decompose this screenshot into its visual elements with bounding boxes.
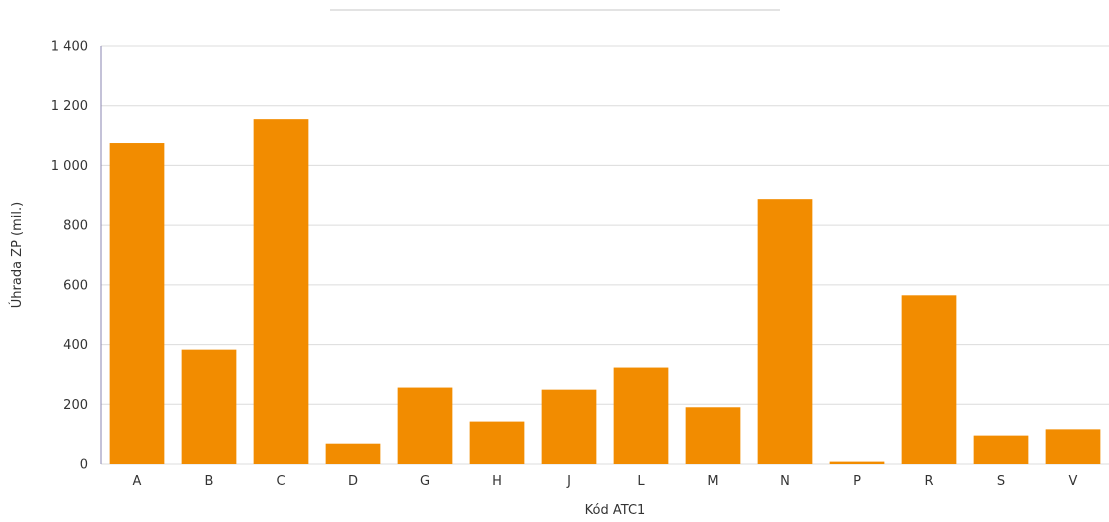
y-tick-label: 200 — [63, 398, 88, 413]
x-tick-label: V — [1069, 474, 1078, 489]
y-tick-label: 1 400 — [51, 40, 88, 55]
x-tick-label: J — [566, 474, 571, 489]
y-tick-label: 600 — [63, 278, 88, 293]
bar-H — [469, 421, 525, 464]
bar-N — [757, 199, 813, 464]
bar-P — [829, 461, 885, 464]
x-tick-label: L — [637, 474, 645, 489]
bar-R — [901, 295, 957, 464]
bar-V — [1045, 429, 1101, 464]
x-tick-label: C — [276, 474, 285, 489]
y-tick-label: 1 200 — [51, 99, 88, 114]
grid-lines — [101, 45, 1109, 465]
y-tick-label: 0 — [80, 458, 88, 473]
x-tick-label: P — [853, 474, 861, 489]
bars — [109, 119, 1101, 465]
y-tick-label: 1 000 — [51, 159, 88, 174]
y-tick-label: 800 — [63, 219, 88, 234]
bar-B — [181, 349, 237, 464]
x-tick-label: G — [420, 474, 430, 489]
x-tick-label: A — [133, 474, 142, 489]
x-tick-label: D — [348, 474, 358, 489]
x-tick-label: N — [780, 474, 790, 489]
y-axis-title: Úhrada ZP (mil.) — [9, 202, 25, 308]
x-tick-label: H — [492, 474, 502, 489]
bar-G — [397, 387, 453, 464]
bar-D — [325, 443, 381, 464]
bar-J — [541, 389, 597, 464]
bar-L — [613, 367, 669, 464]
bar-A — [109, 143, 165, 465]
bar-C — [253, 119, 309, 465]
x-tick-label: R — [924, 474, 933, 489]
x-tick-label: B — [205, 474, 214, 489]
bar-M — [685, 407, 741, 464]
y-tick-labels: 0 200 400 600 800 1 000 1 200 1 400 — [51, 40, 88, 473]
x-tick-label: S — [997, 474, 1005, 489]
y-tick-label: 400 — [63, 338, 88, 353]
x-tick-label: M — [707, 474, 718, 489]
bar-S — [973, 435, 1029, 464]
x-axis-title: Kód ATC1 — [585, 503, 646, 518]
